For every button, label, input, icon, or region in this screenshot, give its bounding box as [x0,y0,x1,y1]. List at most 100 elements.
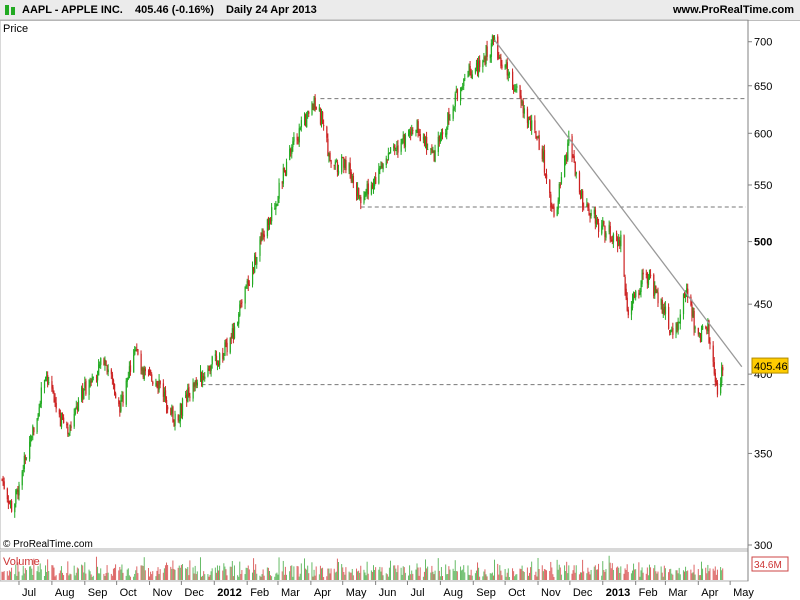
volume-bar [181,564,183,580]
volume-bar [215,572,217,580]
volume-bar [642,572,644,580]
volume-bar [375,567,377,580]
volume-bar [74,575,76,580]
candle-body [342,157,344,159]
candle-body [445,133,447,136]
volume-bar [75,572,77,580]
candle-body [468,64,470,75]
candle-body [293,136,295,142]
candle-body [582,190,584,207]
volume-bar [8,570,10,580]
volume-bar [81,564,83,580]
candle-body [379,166,381,170]
candle-body [327,138,329,157]
volume-bar [494,559,496,580]
candle-body [700,328,703,342]
volume-bar [320,568,322,580]
candle-body [500,57,502,67]
candle-body [357,187,359,197]
candle-body [602,220,604,226]
candle-body [454,93,456,107]
x-tick-label: Mar [668,587,687,599]
candle-body [616,232,618,237]
candle-body [639,290,641,294]
volume-bar [323,576,325,580]
candle-body [610,239,612,242]
volume-bar [386,574,388,580]
candle-body [364,194,366,198]
volume-bar [238,576,240,580]
candle-body [39,403,41,408]
volume-bar [373,565,374,580]
volume-bar [201,576,203,580]
candle-body [605,233,607,238]
volume-bar [231,561,233,580]
volume-bar [32,574,34,580]
volume-bar [192,567,194,580]
x-tick-label: Aug [55,587,75,599]
volume-bar [330,568,332,580]
candle-body [335,160,338,162]
volume-bar [240,573,242,580]
candle-body [121,395,123,400]
candle-body [360,196,362,204]
candle-body [127,377,130,379]
candle-body [389,147,392,154]
volume-bar [147,567,149,580]
candle-body [9,501,12,503]
volume-bar [526,567,528,580]
candle-body [497,36,499,59]
volume-bar [393,565,395,580]
volume-bar [491,572,493,580]
volume-bar [409,565,411,580]
volume-bar [625,569,627,580]
candle-body [612,234,615,243]
candle-body [409,130,411,134]
candle-body [498,56,500,59]
volume-bar [378,569,380,580]
candle-body [43,380,46,389]
candle-body [650,274,652,277]
volume-bar [40,569,42,580]
candle-body [675,324,677,334]
volume-bar [196,571,198,580]
volume-bar [308,573,310,580]
candle-body [672,327,674,335]
volume-bar [188,575,190,580]
volume-bar [122,572,124,580]
volume-bar [661,572,663,580]
volume-bar [523,571,525,580]
candle-body [126,377,128,382]
volume-bar [620,566,622,580]
volume-bar [47,559,49,580]
volume-bar [598,563,600,580]
candle-body [173,422,175,427]
candle-body [296,137,298,140]
volume-bar [515,574,517,580]
candle-body [441,132,444,135]
volume-bar [241,570,243,580]
candle-body [275,204,277,210]
volume-bar [499,565,501,580]
candle-body [581,192,583,196]
candle-body [522,101,524,114]
site-label[interactable]: www.ProRealTime.com [672,4,794,16]
candle-body [188,386,190,396]
volume-bar [67,561,69,580]
candle-body [401,138,403,144]
candle-body [568,136,570,144]
volume-bar [225,569,227,580]
candle-body [635,291,637,298]
volume-bar [439,576,441,580]
volume-bar [163,568,165,580]
volume-bar [593,566,595,580]
candle-body [223,357,225,361]
price-panel-label: Price [3,23,28,35]
candle-body [427,149,429,151]
candle-body [349,163,351,174]
candle-body [122,394,124,404]
candle-body [653,274,655,297]
volume-bar [553,576,555,580]
volume-bar [448,566,450,580]
